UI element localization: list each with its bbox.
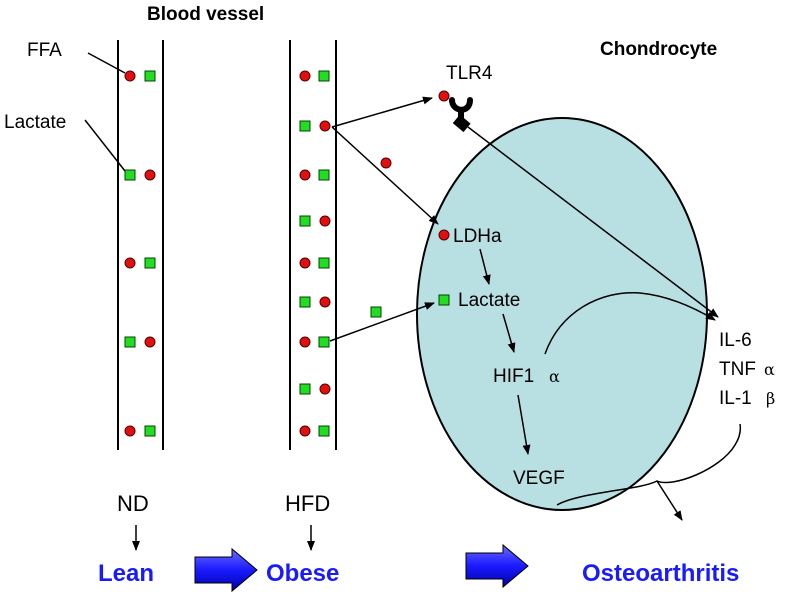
- ffa-dot: [299, 336, 311, 348]
- lactate-square: [299, 215, 311, 227]
- il6-label: IL-6: [719, 330, 752, 351]
- lactate-square: [144, 257, 156, 269]
- ffa-dot: [124, 257, 136, 269]
- lactate-square: [318, 257, 330, 269]
- ffa-dot: [319, 296, 331, 308]
- lean-label: Lean: [98, 560, 154, 587]
- chondrocyte-title: Chondrocyte: [600, 39, 717, 60]
- lactate-square: [144, 70, 156, 82]
- arrow-ldha-to-lactate: [479, 248, 491, 285]
- lactate-square: [318, 70, 330, 82]
- arrow-hif1-to-vegf: [517, 394, 531, 455]
- obese-label: Obese: [266, 560, 339, 587]
- block-arrow-icon: [194, 547, 258, 593]
- lactate-square: [124, 336, 136, 348]
- ffa-dot: [319, 215, 331, 227]
- arrow-lactate-to-cell: [329, 302, 435, 342]
- convergence-brace: [556, 423, 742, 506]
- nd-label: ND: [117, 491, 149, 516]
- arrow-hif1-to-cytokines: [544, 292, 716, 355]
- hfd-label: HFD: [285, 491, 330, 516]
- hif1-alpha-symbol: α: [549, 367, 560, 386]
- ffa-dot: [299, 425, 311, 437]
- ffa-dot: [124, 70, 136, 82]
- tnf-alpha-symbol: α: [764, 360, 775, 379]
- ffa-dot: [144, 336, 156, 348]
- lactate-cell-label: Lactate: [458, 290, 520, 311]
- lactate-square: [318, 336, 330, 348]
- ffa-dot-tlr4: [438, 90, 450, 102]
- hif1-label: HIF1: [493, 366, 534, 387]
- vegf-label: VEGF: [513, 468, 565, 489]
- lactate-square: [299, 120, 311, 132]
- arrow-ffa-to-ldha: [331, 126, 439, 225]
- lactate-square-cell: [438, 294, 450, 306]
- tlr4-label: TLR4: [446, 63, 493, 84]
- il1-beta-symbol: β: [766, 389, 775, 408]
- ffa-dot: [144, 169, 156, 181]
- ffa-dot: [124, 425, 136, 437]
- ffa-dot: [299, 169, 311, 181]
- ffa-dot: [380, 157, 392, 169]
- ffa-dot: [319, 120, 331, 132]
- osteoarthritis-label: Osteoarthritis: [582, 560, 739, 587]
- arrow-tlr4-to-cytokines: [467, 126, 719, 318]
- ffa-dot: [299, 257, 311, 269]
- ffa-label: FFA: [27, 40, 62, 61]
- lactate-leader-line: [84, 119, 126, 172]
- lactate-square: [144, 425, 156, 437]
- chondrocyte-cell: [416, 117, 708, 511]
- arrow-to-osteoarthritis: [656, 480, 683, 521]
- ldha-label: LDHa: [453, 226, 502, 247]
- lactate-square: [299, 296, 311, 308]
- ffa-dot: [319, 383, 331, 395]
- lactate-square: [370, 306, 382, 318]
- lactate-square: [318, 169, 330, 181]
- tnf-label: TNF: [719, 359, 756, 380]
- lactate-square: [124, 169, 136, 181]
- lactate-legend-label: Lactate: [4, 112, 66, 133]
- blood-vessel-title: Blood vessel: [147, 4, 264, 25]
- ffa-dot-ldha: [438, 229, 450, 241]
- lactate-square: [299, 383, 311, 395]
- ffa-dot: [299, 70, 311, 82]
- arrow-ffa-to-tlr4: [331, 96, 433, 128]
- block-arrow-icon: [465, 543, 529, 589]
- lactate-square: [318, 425, 330, 437]
- il1-label: IL-1: [719, 388, 752, 409]
- tlr4-receptor-icon: [449, 97, 473, 133]
- arrow-lactate-to-hif1: [502, 313, 516, 353]
- ffa-leader-line: [87, 52, 126, 74]
